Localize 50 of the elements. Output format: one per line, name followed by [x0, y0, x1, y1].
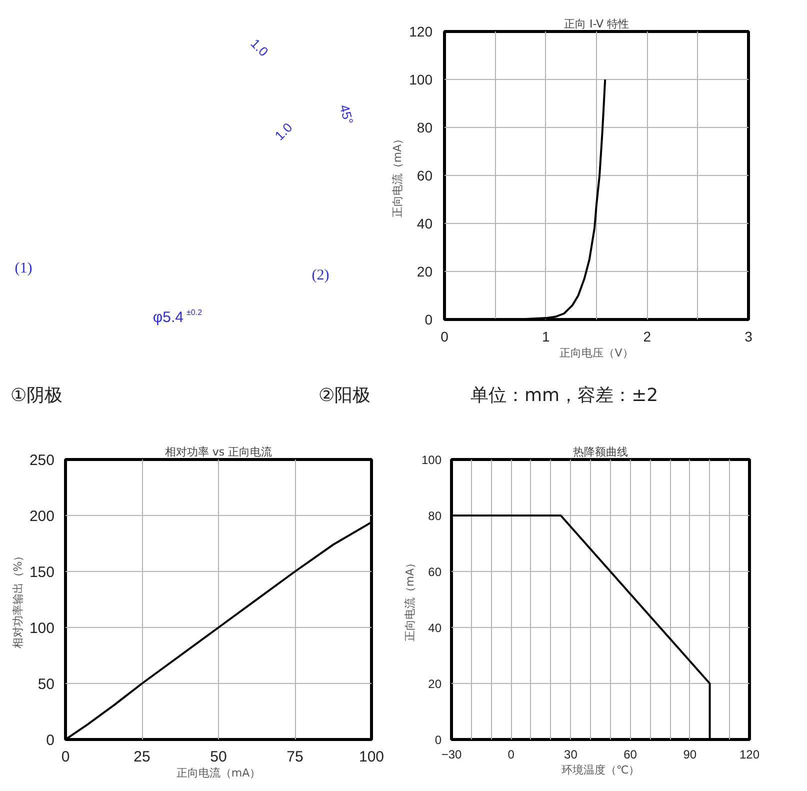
y-tick-label: 50	[38, 676, 55, 693]
y-tick-label: 150	[29, 564, 55, 581]
y-tick-label: 100	[29, 620, 55, 637]
x-tick-label: 100	[358, 748, 384, 766]
text: (2)	[312, 268, 330, 284]
y-tick-label: 60	[416, 168, 433, 184]
x-axis-title: 环境温度（℃）	[561, 764, 640, 776]
x-tick-label: 25	[134, 748, 150, 766]
y-tick-label: 60	[428, 565, 442, 579]
text: (1)	[14, 260, 32, 276]
y-axis-title: 正向电流（mA）	[403, 557, 416, 642]
text: 单位：mm，容差：±2	[470, 385, 658, 406]
x-tick-label: 1	[542, 328, 550, 344]
x-tick-label: 0	[61, 748, 70, 766]
y-tick-label: 0	[46, 732, 54, 749]
chart-title: 正向 I-V 特性	[564, 18, 630, 30]
x-tick-label: 3	[744, 328, 753, 344]
y-tick-label: 20	[416, 264, 433, 280]
x-axis-title: 正向电流（mA）	[176, 766, 261, 780]
x-tick-label: 2	[643, 328, 652, 344]
text: 1.0	[272, 120, 296, 144]
x-axis-title: 正向电压（V）	[560, 346, 634, 360]
y-tick-label: 250	[29, 452, 55, 469]
y-tick-label: 200	[29, 508, 55, 525]
y-tick-label: 40	[428, 621, 442, 635]
y-tick-label: 100	[421, 453, 442, 467]
chart-title: 相对功率 vs 正向电流	[164, 446, 272, 458]
y-tick-label: 0	[424, 312, 433, 328]
text: 45°	[336, 103, 356, 126]
x-tick-label: 60	[624, 748, 638, 762]
y-tick-label: 0	[434, 733, 442, 747]
y-tick-label: 20	[428, 677, 442, 691]
x-tick-label: 0	[508, 748, 515, 762]
chart-title: 热降额曲线	[573, 446, 628, 458]
y-tick-label: 40	[416, 216, 433, 232]
x-tick-label: 50	[210, 748, 227, 766]
x-tick-label: 75	[286, 748, 304, 766]
y-tick-label: 100	[409, 72, 433, 88]
y-tick-label: 80	[416, 120, 433, 136]
text: ①阴极	[10, 385, 63, 406]
x-tick-label: 30	[564, 748, 578, 762]
x-tick-label: 120	[739, 748, 760, 762]
y-axis-title: 相对功率输出（%）	[11, 550, 24, 649]
x-tick-label: −30	[441, 748, 462, 762]
y-axis-title: 正向电流（mA）	[391, 133, 404, 218]
text: 1.0	[248, 36, 272, 60]
x-tick-label: 90	[683, 748, 697, 762]
y-tick-label: 120	[409, 24, 433, 40]
y-tick-label: 80	[428, 509, 442, 523]
text: ②阳极	[318, 385, 371, 406]
